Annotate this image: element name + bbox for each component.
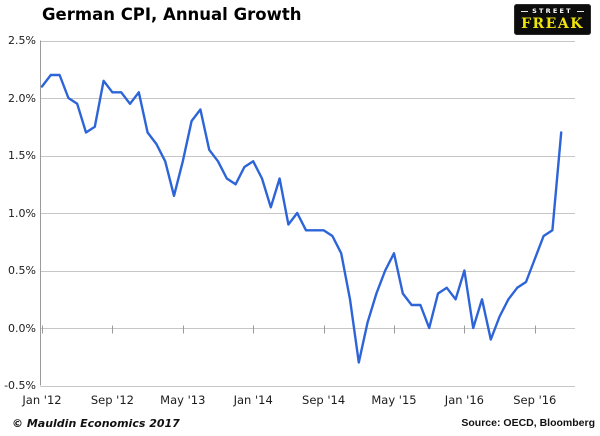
source-text: Source: OECD, Bloomberg bbox=[461, 417, 595, 429]
y-axis-label: -0.5% bbox=[4, 379, 36, 392]
logo-freak-text: FREAK bbox=[521, 16, 584, 32]
x-axis-label: Jan '16 bbox=[444, 393, 484, 407]
copyright-text: © Mauldin Economics 2017 bbox=[12, 417, 180, 430]
logo-street-text: STREET bbox=[532, 7, 573, 15]
street-freak-logo: STREET FREAK bbox=[514, 4, 591, 35]
x-axis-label: Sep '16 bbox=[513, 393, 557, 407]
y-axis-label: 1.5% bbox=[8, 149, 36, 162]
y-axis-label: 1.0% bbox=[8, 206, 36, 220]
x-axis-label: May '15 bbox=[371, 393, 417, 407]
y-axis-label: 0.5% bbox=[8, 264, 36, 277]
x-axis-label: Jan '14 bbox=[233, 393, 273, 407]
logo-street-row: STREET bbox=[521, 8, 584, 15]
logo-dash-left bbox=[521, 11, 529, 12]
x-axis-label: May '13 bbox=[160, 393, 206, 407]
x-axis-label: Jan '12 bbox=[22, 393, 62, 407]
chart-title: German CPI, Annual Growth bbox=[42, 5, 302, 24]
x-axis-label: Sep '12 bbox=[90, 393, 134, 407]
cpi-line-series bbox=[40, 73, 563, 364]
x-axis-label: Sep '14 bbox=[302, 393, 346, 407]
logo-dash-right bbox=[576, 11, 584, 12]
y-axis-label: 2.5% bbox=[8, 34, 36, 47]
y-axis-label: 2.0% bbox=[8, 91, 36, 105]
y-axis-label: 0.0% bbox=[8, 321, 36, 335]
